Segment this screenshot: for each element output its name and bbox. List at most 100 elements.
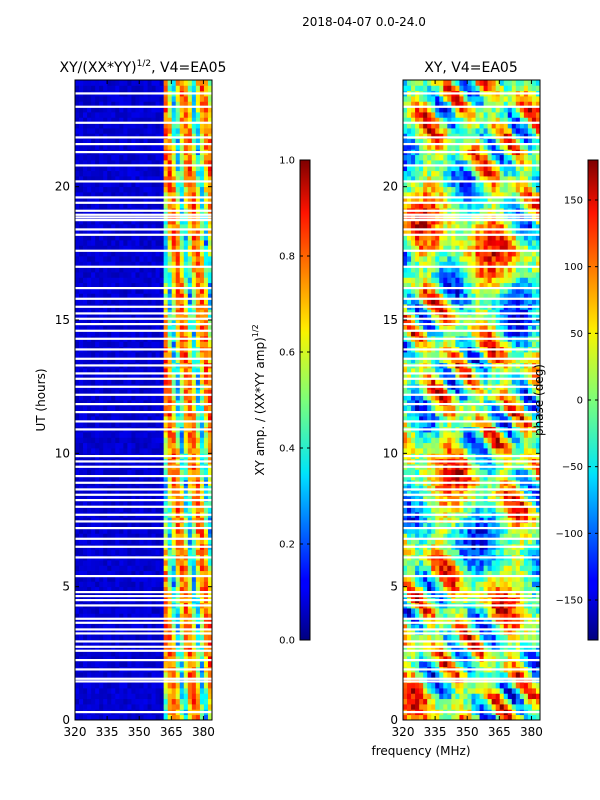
amplitude-heatmap-cell — [91, 613, 96, 620]
amplitude-heatmap-cell — [207, 325, 212, 332]
amplitude-heatmap-cell — [123, 448, 128, 454]
amplitude-heatmap-cell — [87, 85, 92, 92]
amplitude-heatmap-cell — [123, 581, 128, 588]
phase-heatmap-cell — [535, 693, 540, 700]
amplitude-heatmap-cell — [87, 96, 92, 102]
amplitude-heatmap-cell — [135, 266, 140, 273]
amplitude-heatmap-cell — [79, 469, 84, 476]
amplitude-heatmap-cell — [75, 645, 80, 652]
amplitude-heatmap-cell — [155, 592, 161, 598]
amplitude-heatmap-cell — [99, 565, 104, 572]
amplitude-flagged-row — [75, 216, 212, 219]
phase-heatmap-cell — [459, 714, 464, 720]
amplitude-heatmap-cell — [191, 650, 197, 657]
amplitude-heatmap-cell — [83, 277, 88, 284]
phase-heatmap-cell — [463, 693, 468, 700]
amplitude-heatmap-cell — [83, 549, 88, 556]
amplitude-heatmap-cell — [179, 320, 185, 326]
amplitude-heatmap-cell — [135, 394, 140, 401]
amplitude-heatmap-cell — [83, 650, 88, 657]
amplitude-heatmap-cell — [83, 112, 88, 118]
amplitude-heatmap-cell — [155, 608, 161, 614]
amplitude-heatmap-cell — [163, 197, 169, 204]
amplitude-heatmap-cell — [179, 400, 185, 406]
phase-heatmap-cell — [503, 645, 509, 652]
amplitude-flagged-row — [75, 372, 212, 375]
phase-heatmap-cell — [495, 629, 501, 636]
amplitude-heatmap-cell — [187, 160, 193, 166]
phase-heatmap-cell — [459, 624, 464, 630]
phase-heatmap-cell — [523, 672, 529, 678]
amplitude-heatmap-cell — [111, 320, 116, 326]
amplitude-heatmap-cell — [79, 96, 84, 102]
amplitude-heatmap-cell — [135, 341, 140, 348]
amplitude-heatmap-cell — [91, 272, 96, 278]
amplitude-heatmap-cell — [183, 528, 189, 534]
amplitude-heatmap-cell — [199, 389, 205, 396]
amplitude-heatmap-cell — [147, 154, 152, 161]
amplitude-flagged-row — [75, 201, 212, 204]
phase-heatmap-cell — [459, 608, 464, 614]
amplitude-heatmap-cell — [115, 432, 120, 438]
amplitude-heatmap-cell — [187, 624, 193, 630]
amplitude-heatmap-cell — [167, 682, 173, 689]
amplitude-heatmap-cell — [151, 106, 156, 113]
phase-heatmap-cell — [495, 618, 501, 625]
amplitude-heatmap-cell — [155, 320, 161, 326]
amplitude-heatmap-cell — [155, 213, 161, 220]
amplitude-heatmap-cell — [179, 506, 185, 513]
amplitude-heatmap-cell — [75, 624, 80, 630]
amplitude-heatmap-cell — [171, 378, 177, 385]
amplitude-heatmap-cell — [79, 229, 84, 236]
amplitude-heatmap-cell — [91, 341, 96, 348]
amplitude-heatmap-cell — [139, 645, 144, 652]
amplitude-heatmap-cell — [111, 266, 116, 273]
amplitude-heatmap-cell — [147, 634, 152, 641]
amplitude-heatmap-cell — [107, 645, 112, 652]
amplitude-heatmap-cell — [115, 672, 120, 678]
amplitude-heatmap-cell — [139, 560, 144, 566]
phase-heatmap-cell — [447, 661, 452, 668]
amplitude-heatmap-cell — [175, 165, 181, 172]
amplitude-heatmap-cell — [163, 560, 169, 566]
amplitude-flagged-row — [75, 337, 212, 340]
amplitude-heatmap-cell — [127, 624, 132, 630]
amplitude-heatmap-cell — [103, 245, 108, 252]
amplitude-heatmap-cell — [167, 634, 173, 641]
amplitude-heatmap-cell — [75, 325, 80, 332]
amplitude-heatmap-cell — [163, 176, 169, 182]
amplitude-heatmap-cell — [103, 165, 108, 172]
amplitude-heatmap-cell — [199, 528, 205, 534]
amplitude-heatmap-cell — [135, 693, 140, 700]
amplitude-heatmap-cell — [207, 469, 212, 476]
amplitude-heatmap-cell — [95, 533, 100, 540]
amplitude-heatmap-cell — [203, 576, 209, 582]
amplitude-heatmap-cell — [163, 378, 169, 385]
amplitude-heatmap-cell — [103, 117, 108, 124]
amplitude-heatmap-cell — [127, 144, 132, 150]
amplitude-heatmap-cell — [135, 501, 140, 508]
amplitude-heatmap-cell — [95, 421, 100, 428]
phase-heatmap-cell — [435, 624, 440, 630]
phase-heatmap-cell — [403, 618, 408, 625]
amplitude-heatmap-cell — [83, 400, 88, 406]
amplitude-heatmap-cell — [147, 213, 152, 220]
amplitude-heatmap-cell — [123, 645, 128, 652]
amplitude-heatmap-cell — [187, 528, 193, 534]
amplitude-heatmap-cell — [171, 117, 177, 124]
amplitude-heatmap-cell — [171, 325, 177, 332]
amplitude-heatmap-cell — [191, 170, 197, 177]
amplitude-heatmap-cell — [147, 490, 152, 497]
amplitude-heatmap-cell — [99, 368, 104, 374]
amplitude-heatmap-cell — [79, 250, 84, 257]
phase-heatmap-cell — [403, 693, 408, 700]
amplitude-heatmap-cell — [75, 672, 80, 678]
amplitude-heatmap-cell — [143, 549, 148, 556]
amplitude-heatmap-cell — [111, 565, 116, 572]
amplitude-heatmap-cell — [131, 677, 136, 684]
amplitude-heatmap-cell — [191, 469, 197, 476]
amplitude-heatmap-cell — [99, 688, 104, 694]
amplitude-heatmap-cell — [199, 565, 205, 572]
amplitude-heatmap-cell — [99, 320, 104, 326]
amplitude-heatmap-cell — [175, 330, 181, 337]
